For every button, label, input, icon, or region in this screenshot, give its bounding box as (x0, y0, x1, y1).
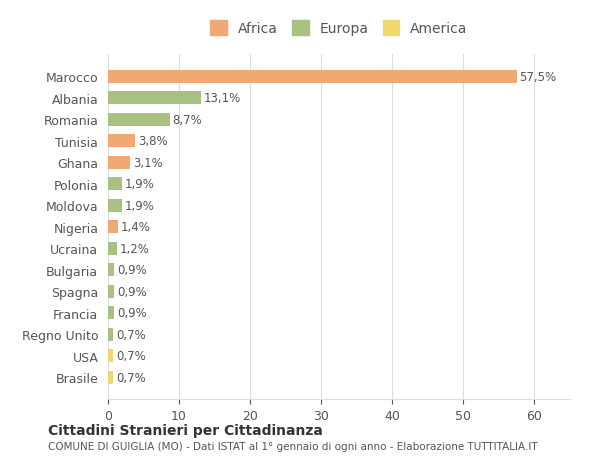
Text: 1,9%: 1,9% (124, 178, 154, 191)
Bar (108, 157, 130, 169)
Bar (108, 349, 113, 362)
Text: 0,9%: 0,9% (117, 285, 147, 298)
Text: 0,9%: 0,9% (117, 307, 147, 319)
Bar (108, 328, 113, 341)
Bar (108, 371, 113, 384)
Bar (108, 285, 115, 298)
Text: 0,7%: 0,7% (116, 328, 146, 341)
Text: 8,7%: 8,7% (173, 113, 202, 127)
Text: 0,9%: 0,9% (117, 263, 147, 277)
Text: 1,2%: 1,2% (119, 242, 149, 255)
Bar (108, 92, 201, 105)
Text: Cittadini Stranieri per Cittadinanza: Cittadini Stranieri per Cittadinanza (48, 423, 323, 437)
Bar (108, 71, 517, 84)
Text: 13,1%: 13,1% (204, 92, 241, 105)
Bar (108, 199, 122, 212)
Text: 57,5%: 57,5% (520, 71, 557, 84)
Text: 1,4%: 1,4% (121, 221, 151, 234)
Text: 0,7%: 0,7% (116, 371, 146, 384)
Bar (108, 263, 115, 276)
Text: 1,9%: 1,9% (124, 199, 154, 212)
Bar (108, 178, 122, 191)
Bar (108, 307, 115, 319)
Text: 3,8%: 3,8% (138, 135, 167, 148)
Text: COMUNE DI GUIGLIA (MO) - Dati ISTAT al 1° gennaio di ogni anno - Elaborazione TU: COMUNE DI GUIGLIA (MO) - Dati ISTAT al 1… (48, 441, 538, 451)
Bar (108, 242, 116, 255)
Bar (108, 113, 170, 127)
Bar (108, 221, 118, 234)
Text: 3,1%: 3,1% (133, 157, 163, 169)
Bar (108, 135, 135, 148)
Text: 0,7%: 0,7% (116, 349, 146, 362)
Legend: Africa, Europa, America: Africa, Europa, America (206, 17, 472, 40)
